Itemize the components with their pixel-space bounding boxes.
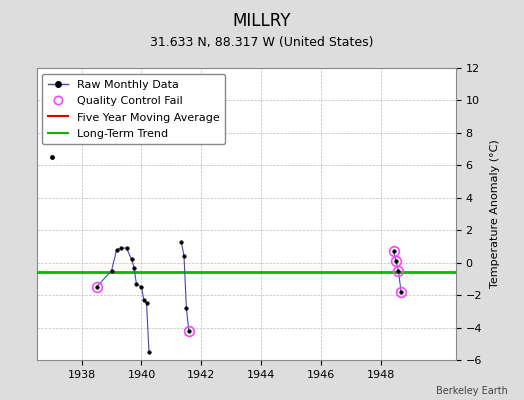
Text: 31.633 N, 88.317 W (United States): 31.633 N, 88.317 W (United States) [150, 36, 374, 49]
Text: MILLRY: MILLRY [233, 12, 291, 30]
Legend: Raw Monthly Data, Quality Control Fail, Five Year Moving Average, Long-Term Tren: Raw Monthly Data, Quality Control Fail, … [42, 74, 225, 144]
Y-axis label: Temperature Anomaly (°C): Temperature Anomaly (°C) [490, 140, 500, 288]
Text: Berkeley Earth: Berkeley Earth [436, 386, 508, 396]
